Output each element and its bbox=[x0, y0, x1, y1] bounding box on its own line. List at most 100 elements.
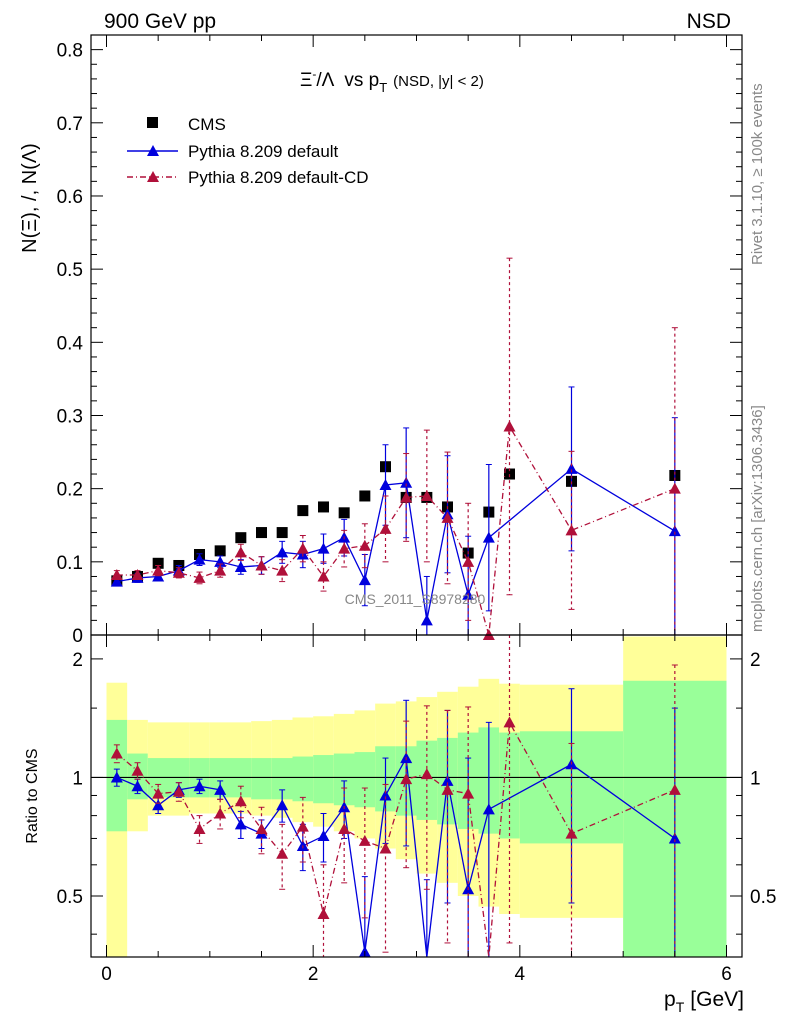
data-point-triangle bbox=[462, 555, 475, 567]
data-point-triangle bbox=[441, 511, 454, 523]
y-tick-label: 0.3 bbox=[57, 406, 83, 427]
ratio-ylabel: Ratio to CMS bbox=[24, 748, 41, 843]
x-tick-label: 6 bbox=[721, 964, 732, 985]
data-point-triangle bbox=[276, 564, 289, 576]
data-point-triangle bbox=[193, 553, 206, 565]
ratio-data-point bbox=[668, 832, 681, 844]
data-point-triangle bbox=[420, 614, 433, 626]
xlabel-p: p bbox=[664, 988, 676, 1011]
ratio-data-point bbox=[441, 774, 454, 786]
ratio-data-point bbox=[276, 799, 289, 811]
ratio-y-tick-label-right: 2 bbox=[750, 650, 761, 671]
y-tick-label: 0.8 bbox=[57, 41, 83, 62]
data-point-triangle bbox=[565, 462, 578, 474]
uncertainty-band-green bbox=[333, 753, 355, 806]
ratio-data-point bbox=[193, 780, 206, 792]
data-point-cms bbox=[504, 468, 515, 480]
ratio-data-point bbox=[276, 847, 289, 859]
x-tick-label: 0 bbox=[101, 964, 112, 985]
ratio-y-tick-label-right: 1 bbox=[750, 768, 761, 789]
data-point-triangle bbox=[193, 571, 206, 583]
data-point-triangle bbox=[214, 564, 227, 576]
data-point-triangle bbox=[482, 531, 495, 543]
legend-cd-marker bbox=[147, 171, 159, 182]
ratio-data-point bbox=[379, 842, 392, 854]
ratio-data-point bbox=[214, 783, 227, 795]
data-point-triangle bbox=[420, 489, 433, 501]
ratio-y-tick-label-right: 0.5 bbox=[750, 887, 776, 908]
ratio-data-point bbox=[338, 822, 351, 834]
data-point-triangle bbox=[379, 479, 392, 490]
ratio-data-point bbox=[296, 820, 309, 832]
data-point-triangle bbox=[400, 491, 413, 503]
header-right: NSD bbox=[687, 10, 731, 33]
legend-default-label: Pythia 8.209 default bbox=[188, 142, 339, 161]
ratio-data-point bbox=[565, 827, 578, 839]
xlabel-sub: T bbox=[676, 999, 685, 1015]
top-ylabel: N(Ξ), /, N(Λ) bbox=[19, 143, 41, 253]
data-point-triangle bbox=[296, 542, 309, 554]
y-tick-label: 0.7 bbox=[57, 114, 83, 135]
data-point-cms bbox=[256, 527, 267, 539]
watermark: CMS_2011_S8978280 bbox=[345, 591, 486, 607]
plot-title: Ξ-/Λ vs pT (NSD, |y| < 2) bbox=[300, 67, 484, 95]
data-point-cms bbox=[359, 490, 371, 502]
ratio-data-point bbox=[668, 783, 681, 795]
y-tick-label: 0 bbox=[72, 626, 83, 647]
uncertainty-band-green bbox=[354, 752, 376, 808]
y-tick-label: 0.4 bbox=[57, 333, 84, 354]
ratio-series-line bbox=[116, 720, 676, 958]
ratio-data-point bbox=[110, 747, 123, 759]
data-point-triangle bbox=[379, 522, 392, 534]
x-axis-label: pT [GeV] bbox=[664, 988, 744, 1015]
ratio-data-point bbox=[193, 822, 206, 834]
title-sub: T bbox=[379, 80, 387, 95]
mcplots-label: mcplots.cern.ch [arXiv:1306.3436] bbox=[749, 405, 766, 632]
data-point-triangle bbox=[317, 542, 330, 554]
ratio-data-point bbox=[358, 834, 371, 846]
ratio-data-point bbox=[131, 764, 144, 776]
title-xi: Ξ bbox=[300, 70, 312, 91]
data-point-triangle bbox=[358, 574, 371, 586]
ratio-data-point bbox=[131, 780, 144, 792]
uncertainty-band-green bbox=[292, 756, 314, 802]
series-line bbox=[116, 424, 676, 636]
ratio-data-point bbox=[172, 785, 185, 797]
ratio-data-point bbox=[317, 830, 330, 842]
data-point-triangle bbox=[338, 542, 351, 554]
title-lambda: /Λ bbox=[316, 70, 334, 91]
data-point-triangle bbox=[110, 569, 123, 580]
legend-cms-marker bbox=[147, 117, 158, 128]
data-point-cms bbox=[235, 532, 247, 544]
ratio-data-point bbox=[441, 783, 454, 795]
data-point-triangle bbox=[668, 525, 681, 537]
ratio-data-point bbox=[152, 787, 165, 799]
xlabel-unit: [GeV] bbox=[690, 988, 744, 1011]
y-tick-label: 0.2 bbox=[57, 480, 83, 501]
data-point-triangle bbox=[565, 524, 578, 536]
ratio-data-point bbox=[462, 787, 475, 799]
x-tick-label: 4 bbox=[515, 964, 526, 985]
ratio-data-point bbox=[255, 822, 268, 834]
data-point-triangle bbox=[152, 564, 165, 576]
ratio-y-tick-label: 1 bbox=[72, 768, 83, 789]
ratio-data-point bbox=[482, 803, 495, 815]
ratio-plot-panel: 0.5 0.5 1 1 2 2 0 2 4 6 Ratio to CMS pT [GeV] bbox=[24, 634, 776, 1015]
y-tick-label: 0.1 bbox=[57, 553, 83, 574]
data-point-cms bbox=[297, 505, 309, 517]
data-point-triangle bbox=[172, 566, 185, 578]
x-tick-label: 2 bbox=[308, 964, 319, 985]
data-point-triangle bbox=[276, 546, 289, 558]
legend-cd-label: Pythia 8.209 default-CD bbox=[188, 168, 369, 187]
title-vs: vs p bbox=[344, 70, 379, 91]
legend: CMS Pythia 8.209 default Pythia 8.209 de… bbox=[127, 115, 369, 187]
y-tick-label: 0.6 bbox=[57, 187, 83, 208]
ratio-data-point bbox=[234, 818, 247, 830]
ratio-data-point bbox=[400, 773, 413, 785]
legend-cms-label: CMS bbox=[188, 115, 226, 134]
ratio-y-tick-label: 2 bbox=[72, 650, 83, 671]
data-point-cms bbox=[338, 507, 350, 519]
header-left: 900 GeV pp bbox=[104, 10, 216, 33]
legend-default-marker bbox=[147, 145, 159, 156]
